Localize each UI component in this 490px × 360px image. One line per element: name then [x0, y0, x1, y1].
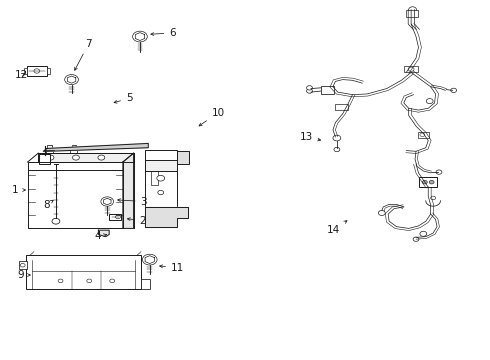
Bar — [109, 214, 122, 220]
Circle shape — [52, 219, 60, 224]
Circle shape — [143, 254, 157, 265]
Text: 12: 12 — [15, 70, 28, 80]
Bar — [145, 160, 176, 171]
Circle shape — [420, 133, 425, 136]
Circle shape — [422, 180, 427, 184]
Text: 8: 8 — [43, 200, 53, 210]
Circle shape — [426, 99, 433, 104]
Bar — [39, 154, 50, 164]
Circle shape — [307, 89, 313, 93]
Bar — [46, 148, 53, 153]
Bar — [47, 145, 52, 148]
Bar — [321, 86, 334, 94]
Polygon shape — [67, 76, 76, 83]
Polygon shape — [145, 256, 154, 264]
Bar — [335, 104, 347, 110]
Circle shape — [110, 279, 115, 283]
Circle shape — [158, 190, 164, 195]
Text: 6: 6 — [151, 28, 176, 38]
Polygon shape — [135, 33, 145, 41]
Bar — [26, 255, 141, 289]
Bar — [418, 132, 429, 138]
Bar — [26, 66, 47, 76]
Text: 7: 7 — [74, 39, 92, 70]
Circle shape — [436, 170, 442, 174]
Bar — [47, 68, 50, 74]
Bar — [151, 166, 158, 185]
Polygon shape — [145, 207, 188, 226]
Circle shape — [378, 211, 385, 216]
Circle shape — [34, 69, 40, 73]
Circle shape — [65, 75, 78, 85]
Bar — [70, 148, 77, 153]
Circle shape — [73, 155, 79, 160]
Circle shape — [431, 196, 436, 200]
Text: 5: 5 — [114, 93, 132, 103]
Polygon shape — [103, 198, 111, 205]
Bar — [406, 10, 418, 17]
Circle shape — [409, 7, 416, 13]
Circle shape — [334, 147, 340, 152]
Circle shape — [20, 264, 25, 267]
Bar — [19, 261, 26, 269]
Text: 1: 1 — [12, 185, 25, 195]
Circle shape — [133, 31, 147, 42]
Circle shape — [307, 86, 313, 90]
Circle shape — [408, 67, 414, 71]
Circle shape — [98, 155, 105, 160]
Circle shape — [157, 175, 165, 181]
Polygon shape — [38, 153, 134, 162]
Circle shape — [333, 135, 341, 141]
Text: 3: 3 — [118, 197, 147, 207]
Circle shape — [101, 197, 114, 206]
Bar — [404, 66, 418, 72]
Text: 2: 2 — [127, 216, 146, 225]
Text: 10: 10 — [199, 108, 225, 126]
Text: 11: 11 — [160, 262, 184, 273]
Text: 9: 9 — [17, 270, 30, 280]
Circle shape — [413, 237, 419, 241]
Bar — [24, 68, 26, 74]
Bar — [27, 162, 123, 228]
Bar — [176, 151, 189, 164]
Polygon shape — [98, 230, 109, 237]
Circle shape — [420, 231, 427, 236]
Bar — [72, 145, 76, 148]
Circle shape — [87, 279, 92, 283]
Circle shape — [429, 180, 434, 184]
Polygon shape — [43, 143, 148, 151]
Bar — [419, 177, 437, 187]
Text: 14: 14 — [327, 221, 347, 235]
Bar — [145, 149, 176, 207]
Circle shape — [451, 88, 457, 93]
Circle shape — [116, 215, 121, 219]
Text: 13: 13 — [299, 132, 320, 142]
Text: 4: 4 — [94, 231, 106, 241]
Circle shape — [58, 279, 63, 283]
Bar — [141, 279, 150, 289]
Polygon shape — [123, 153, 134, 228]
Circle shape — [47, 155, 54, 160]
